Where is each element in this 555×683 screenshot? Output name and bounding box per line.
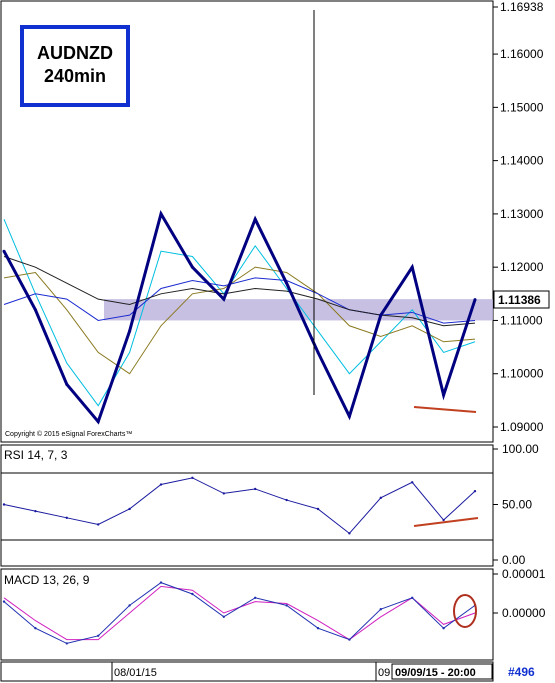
rsi-point [2,503,6,506]
macd-line [3,582,476,644]
ma-cyan-line [3,219,476,407]
rsi-point [379,496,382,500]
moving-averages [3,219,476,407]
price-series [2,210,477,425]
macd-point [159,581,163,584]
price-axis: 1.16938 1.16000 1.15000 1.14000 1.13000 1.120… [493,0,544,434]
macd-point [34,627,37,630]
rsi-point [159,483,163,486]
price-tick-label: 1.13000 [500,207,544,221]
macd-point [379,608,382,611]
rsi-point [222,492,225,495]
copyright-text: Copyright © 2015 eSignal ForexCharts™ [5,430,132,438]
price-point [379,313,383,317]
rsi-point [128,507,131,511]
price-point [2,249,6,253]
macd-series [2,581,477,645]
macd-point [222,615,225,618]
macd-tick-label: 0.00000 [502,606,546,620]
macd-point [191,592,194,596]
macd-panel [0,568,494,661]
time-tick-label: 09 [378,667,390,679]
macd-point [254,596,257,599]
time-tick-label: 08/01/15 [114,667,157,679]
price-tick-label: 1.12000 [500,260,544,274]
price-point [96,420,100,424]
price-tick-label: 1.15000 [500,100,544,114]
price-tick-label: 1.11000 [500,313,543,327]
rsi-point [97,523,100,526]
rsi-panel [0,444,494,567]
price-tick-label: 1.09000 [500,420,544,434]
rsi-point [348,532,351,535]
ma-black-line [3,256,476,327]
macd-point [2,600,6,603]
macd-point [442,627,445,630]
rsi-label: RSI 14, 7, 3 [4,448,68,462]
time-cursor-box [391,663,493,680]
price-tick-label: 1.10000 [500,367,544,381]
macd-point [316,627,320,630]
title-box [20,25,130,107]
price-line [2,210,477,425]
price-point [347,414,351,418]
symbol-label: AUDNZD [37,43,113,63]
price-point [285,281,289,285]
current-price-box [493,290,550,309]
chart-badge: #496 [508,665,535,679]
macd-axis: 0.00001 0.00000 [493,567,546,620]
price-point [65,382,69,386]
rsi-point [254,487,257,491]
macd-point [97,634,100,637]
ma-blue-line [3,277,476,324]
price-tick-label: 1.16000 [500,47,544,61]
price-point [253,217,257,221]
rsi-line [3,477,476,535]
price-point [159,212,163,216]
price-point [410,265,414,269]
price-point [473,298,477,302]
macd-point [128,604,131,607]
divergence-line-price [413,406,477,413]
rsi-tick-label: 50.00 [502,498,532,512]
rsi-point [442,518,445,522]
price-tick-label: 1.14000 [500,154,544,168]
rsi-point [34,509,37,513]
macd-point [285,604,288,607]
macd-cross-highlight [453,594,477,628]
rsi-axis: 100.00 50.00 0.00 [493,442,539,567]
current-price-label: 1.11386 [498,293,541,307]
divergence-line-rsi [413,517,479,527]
time-cursor-label: 09/09/15 - 20:00 [395,667,476,679]
rsi-point [285,498,288,502]
price-tick-label: 1.16938 [500,0,544,14]
ma-olive-line [3,266,476,375]
price-point [128,329,132,333]
price-point [190,265,194,269]
macd-tick-label: 0.00001 [502,567,546,581]
rsi-point [473,489,477,493]
macd-point [411,596,414,599]
price-point [442,393,446,397]
rsi-point [316,507,320,511]
price-point [33,308,37,312]
price-point [222,297,226,301]
rsi-point [411,481,414,484]
timeframe-label: 240min [44,66,106,86]
macd-point [65,642,69,645]
time-axis [0,661,494,682]
rsi-tick-label: 0.00 [502,553,526,567]
rsi-point [65,516,69,520]
macd-point [348,638,351,641]
rsi-point [191,476,194,480]
macd-label: MACD 13, 26, 9 [4,573,90,587]
price-point [316,350,320,354]
rsi-series [2,476,477,535]
rsi-tick-label: 100.00 [502,442,539,456]
